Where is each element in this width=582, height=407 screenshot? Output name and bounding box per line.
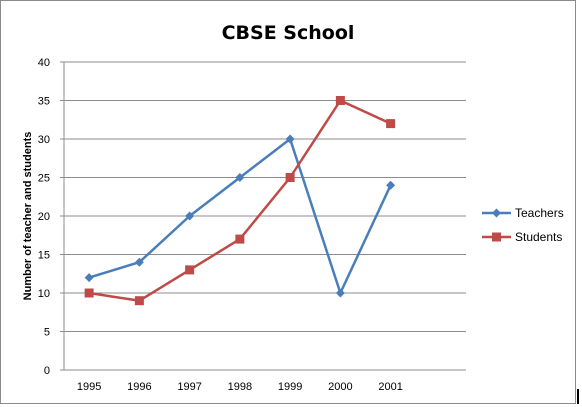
y-tick-label: 40	[38, 57, 50, 69]
x-tick-label: 1999	[278, 381, 302, 393]
data-point-teachers	[235, 173, 245, 182]
data-point-teachers	[335, 288, 345, 298]
data-point-students	[134, 296, 144, 306]
series-layer	[84, 96, 396, 306]
data-point-students	[84, 288, 94, 298]
y-tick-label: 5	[44, 327, 50, 339]
series-students	[84, 96, 396, 306]
data-point-teachers	[386, 180, 396, 190]
y-tick-label: 35	[38, 96, 50, 108]
data-point-teachers	[134, 257, 144, 267]
y-axis-ticks: 0 5 10 15 20 25 30 35 40	[38, 57, 64, 377]
data-point-students	[492, 232, 501, 242]
series-teachers	[84, 134, 396, 298]
x-axis-ticks: 1995 1996 1997 1998 1999 2000 2001	[77, 381, 403, 393]
data-point-students	[386, 119, 396, 129]
x-tick-label: 1997	[177, 381, 201, 393]
y-tick-label: 0	[44, 365, 50, 377]
text-cursor	[577, 389, 579, 404]
x-tick-label: 1996	[127, 381, 151, 393]
data-point-teachers	[84, 273, 94, 283]
y-tick-label: 30	[38, 134, 50, 146]
data-point-teachers	[185, 211, 195, 221]
y-tick-label: 20	[38, 211, 50, 223]
legend-item-teachers: Teachers	[482, 206, 564, 220]
series-line-students	[88, 99, 392, 302]
legend-item-students: Students	[482, 230, 562, 244]
y-tick-label: 25	[38, 173, 50, 185]
x-tick-label: 1998	[228, 381, 252, 393]
data-point-students	[335, 96, 345, 105]
data-point-students	[285, 173, 295, 182]
y-tick-label: 15	[38, 250, 50, 262]
x-tick-label: 1995	[77, 381, 101, 393]
x-tick-label: 2001	[378, 381, 402, 393]
legend: Teachers Students	[482, 206, 564, 244]
legend-label: Teachers	[515, 206, 564, 220]
y-axis-label: Number of teacher and students	[22, 132, 34, 301]
y-tick-label: 10	[38, 288, 50, 300]
data-point-students	[185, 265, 195, 275]
x-tick-label: 2000	[328, 381, 352, 393]
gridlines	[64, 61, 466, 332]
legend-label: Students	[515, 230, 562, 244]
data-point-students	[235, 234, 245, 244]
chart-title: CBSE School	[222, 22, 355, 44]
data-point-teachers	[492, 208, 501, 218]
data-point-teachers	[285, 134, 295, 144]
